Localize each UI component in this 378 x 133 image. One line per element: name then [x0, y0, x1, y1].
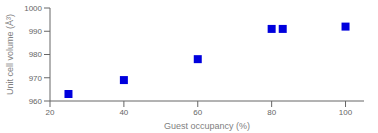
svg-text:80: 80 [267, 108, 276, 117]
svg-text:40: 40 [119, 108, 128, 117]
svg-text:Guest occupancy (%): Guest occupancy (%) [164, 121, 250, 131]
svg-text:970: 970 [29, 74, 43, 83]
svg-text:980: 980 [29, 50, 43, 59]
svg-text:20: 20 [46, 108, 55, 117]
svg-text:60: 60 [193, 108, 202, 117]
svg-text:1000: 1000 [24, 4, 42, 13]
svg-text:100: 100 [339, 108, 353, 117]
svg-text:960: 960 [29, 97, 43, 106]
svg-text:Unit cell volume (Å³): Unit cell volume (Å³) [8, 14, 15, 95]
svg-text:990: 990 [29, 27, 43, 36]
